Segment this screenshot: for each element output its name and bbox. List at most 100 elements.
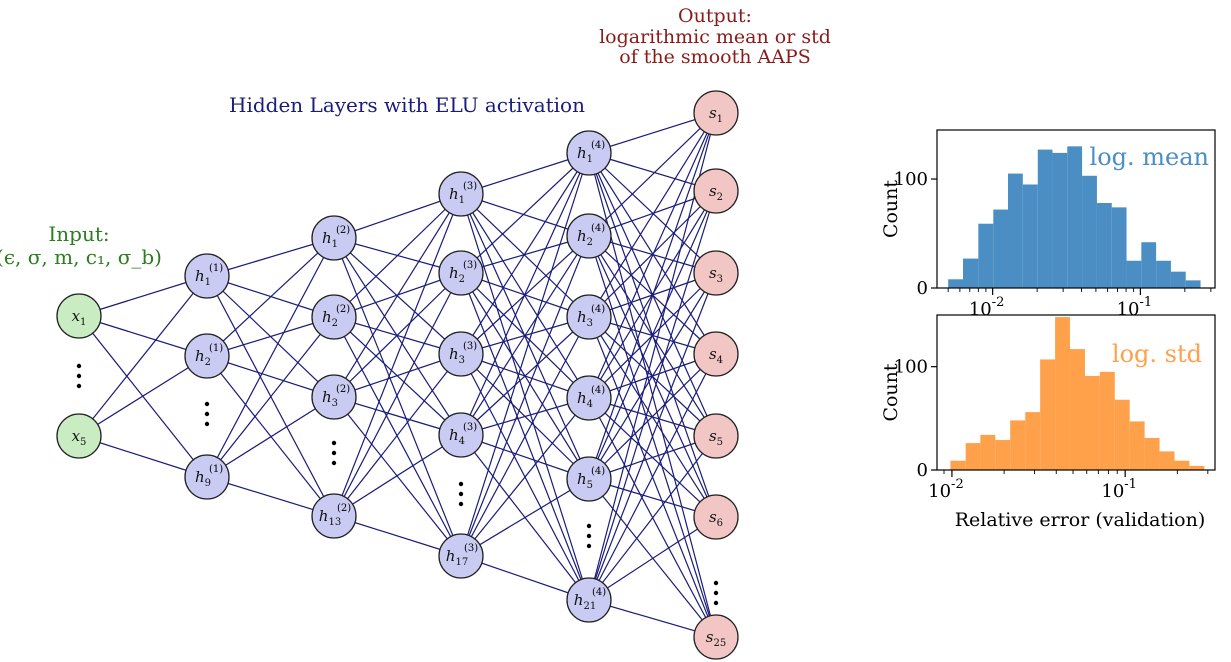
node-hidden4-h1: h1(4) — [566, 130, 612, 176]
edge — [333, 193, 462, 517]
x-tick-label: 10-1 — [1117, 295, 1153, 320]
y-tick-label: 0 — [917, 278, 928, 299]
histogram-bar — [965, 443, 981, 470]
node-circle — [438, 533, 484, 579]
node-subscript: 1 — [332, 239, 338, 250]
edge — [588, 190, 717, 601]
ellipsis-dot — [204, 421, 210, 427]
edge — [588, 112, 717, 237]
edge — [206, 396, 335, 478]
node-symbol: h — [319, 507, 329, 525]
node-label: h21 — [574, 591, 596, 612]
node-label: h9 — [195, 468, 211, 489]
edge — [206, 237, 335, 478]
node-input-x5: x5 — [56, 413, 102, 459]
node-hidden2-h3: h3(2) — [311, 374, 357, 420]
histogram-bar — [963, 258, 979, 288]
node-superscript: (1) — [209, 464, 223, 475]
hidden-layers-title: Hidden Layers with ELU activation — [229, 93, 585, 117]
node-subscript: 3 — [332, 398, 338, 409]
ellipsis-dot — [586, 533, 592, 539]
node-subscript: 1 — [459, 195, 465, 206]
node-symbol: s — [709, 182, 717, 200]
node-superscript: (2) — [336, 225, 350, 236]
edge — [460, 397, 590, 557]
ellipsis-dot — [204, 411, 210, 417]
node-subscript: 4 — [717, 355, 723, 366]
node-symbol: h — [574, 591, 584, 609]
node-output-s5: s5 — [693, 413, 739, 459]
node-circle — [566, 130, 612, 176]
histogram-bar — [995, 440, 1011, 470]
node-symbol: h — [195, 468, 205, 486]
node-circle — [184, 454, 230, 500]
edge — [333, 193, 462, 318]
node-subscript: 2 — [459, 274, 465, 285]
node-subscript: 2 — [332, 318, 338, 329]
node-label: x5 — [72, 427, 87, 448]
node-hidden1-h9: h9(1) — [184, 454, 230, 500]
histogram-bar — [1007, 173, 1023, 288]
node-symbol: h — [449, 345, 459, 363]
node-circle — [184, 333, 230, 379]
ellipsis-dot — [713, 590, 719, 596]
edge — [460, 152, 590, 355]
edge — [333, 272, 462, 398]
output-description-line1: logarithmic mean or std — [599, 26, 831, 48]
node-hidden4-h4: h4(4) — [566, 375, 612, 421]
histogram-bar — [1052, 152, 1068, 288]
edge — [460, 478, 590, 557]
ellipsis-dot — [458, 501, 464, 507]
histogram-log-std: 0 100 10-2 10-1 Count log. std Relative error … — [880, 314, 1216, 531]
node-hidden2-h1: h1(2) — [311, 215, 357, 261]
edge — [460, 152, 590, 436]
node-hidden4-h3: h3(4) — [566, 294, 612, 340]
edge — [588, 190, 717, 318]
histogram-bar — [1069, 349, 1085, 470]
node-label: h3 — [577, 308, 593, 329]
node-symbol: h — [322, 308, 332, 326]
node-superscript: (3) — [463, 181, 477, 192]
ellipsis-dot — [586, 523, 592, 529]
node-subscript: 9 — [205, 478, 211, 489]
node-label: h17 — [446, 547, 468, 568]
histogram-bar — [993, 209, 1008, 288]
node-label: x1 — [72, 307, 87, 328]
edge — [588, 112, 717, 318]
ellipsis-dot — [331, 460, 337, 466]
input-variables: (ϵ, σ, m, c₁, σ_b) — [0, 245, 162, 269]
node-symbol: h — [322, 388, 332, 406]
node-circle — [438, 250, 484, 296]
node-hidden2-h2: h2(2) — [311, 294, 357, 340]
node-subscript: 13 — [328, 517, 341, 528]
node-circle — [566, 456, 612, 502]
node-symbol: s — [709, 264, 717, 282]
node-symbol: h — [577, 227, 587, 245]
histogram-bar — [1156, 260, 1171, 288]
node-symbol: h — [449, 185, 459, 203]
y-axis-title: Count — [880, 363, 902, 421]
node-subscript: 2 — [205, 357, 211, 368]
ellipsis-dot — [331, 440, 337, 446]
edge — [333, 396, 462, 557]
node-symbol: h — [446, 547, 456, 565]
edge — [588, 435, 717, 601]
histogram-bar — [1099, 371, 1115, 470]
ellipsis-dot — [713, 580, 719, 586]
node-label: s1 — [709, 104, 723, 125]
node-symbol: x — [72, 427, 81, 445]
network-ellipsis-dots — [76, 363, 719, 606]
ellipsis-dot — [76, 383, 82, 389]
node-label: s2 — [709, 182, 723, 203]
ellipsis-dot — [76, 363, 82, 369]
node-label: h2 — [449, 264, 465, 285]
node-label: s3 — [709, 264, 723, 285]
edge — [460, 152, 590, 274]
edge — [333, 434, 462, 517]
histogram-bar — [1159, 451, 1175, 470]
node-superscript: (1) — [209, 343, 223, 354]
ellipsis-dot — [458, 481, 464, 487]
node-symbol: s — [709, 508, 717, 526]
node-subscript: 1 — [205, 277, 211, 288]
